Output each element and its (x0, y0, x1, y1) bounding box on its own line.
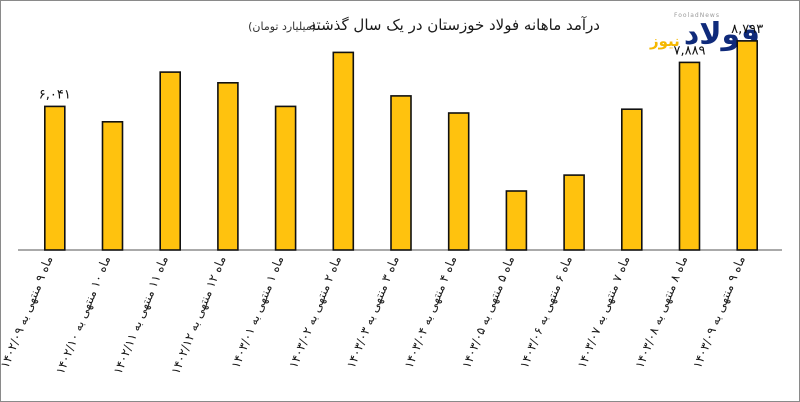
bar-2 (101, 121, 124, 251)
data-label-13: ۸,۷۹۳ (731, 22, 763, 37)
chart-title: درآمد ماهانه فولاد خوزستان در یک سال گذش… (308, 16, 601, 34)
x-tick-label-12: ماه ۸ منتهی به ۱۴۰۳/۰۸ (632, 254, 690, 370)
bar-12 (678, 61, 701, 251)
logo-accent-text: نیوز (650, 32, 680, 50)
bar-4 (217, 82, 239, 251)
x-tick-label-11: ماه ۷ منتهی به ۱۴۰۳/۰۷ (575, 254, 633, 370)
chart-subtitle: (میلیارد تومان) (248, 20, 316, 33)
bar-8 (447, 112, 470, 251)
x-tick-label-13: ماه ۹ منتهی به ۱۴۰۳/۰۹ (690, 254, 748, 370)
bar-10 (563, 174, 585, 251)
x-tick-label-9: ماه ۵ منتهی به ۱۴۰۳/۰۵ (459, 254, 517, 370)
x-tick-label-6: ماه ۲ منتهی به ۱۴۰۳/۰۲ (286, 254, 344, 370)
x-tick-label-8: ماه ۴ منتهی به ۱۴۰۳/۰۴ (402, 254, 460, 370)
x-tick-label-2: ماه ۱۰ منتهی به ۱۴۰۲/۱۰ (53, 254, 113, 376)
bar-13 (736, 40, 759, 251)
data-label-12: ۷,۸۸۹ (673, 43, 705, 58)
bar-6 (332, 51, 355, 251)
logo-small-text: FooladNews (674, 12, 720, 19)
x-tick-label-3: ماه ۱۱ منتهی به ۱۴۰۲/۱۱ (111, 254, 171, 376)
x-tick-label-1: ماه ۹ منتهی به ۱۴۰۲/۰۹ (0, 254, 56, 370)
x-tick-label-7: ماه ۳ منتهی به ۱۴۰۳/۰۳ (344, 254, 402, 370)
bars-group (43, 40, 759, 251)
data-labels-group: ۶,۰۴۱ ۷,۸۸۹ ۸,۷۹۳ (39, 22, 763, 103)
bar-1 (43, 105, 66, 251)
x-tick-label-4: ماه ۱۲ منتهی به ۱۴۰۲/۱۲ (168, 254, 228, 376)
x-tick-label-5: ماه ۱ منتهی به ۱۴۰۳/۰۱ (229, 254, 287, 370)
bar-11 (620, 108, 643, 251)
x-tick-label-10: ماه ۶ منتهی به ۱۴۰۳/۰۶ (517, 254, 575, 370)
bar-5 (274, 105, 297, 251)
bar-3 (159, 71, 181, 251)
bar-7 (390, 95, 412, 251)
data-label-1: ۶,۰۴۱ (39, 87, 71, 102)
bar-9 (505, 190, 528, 251)
